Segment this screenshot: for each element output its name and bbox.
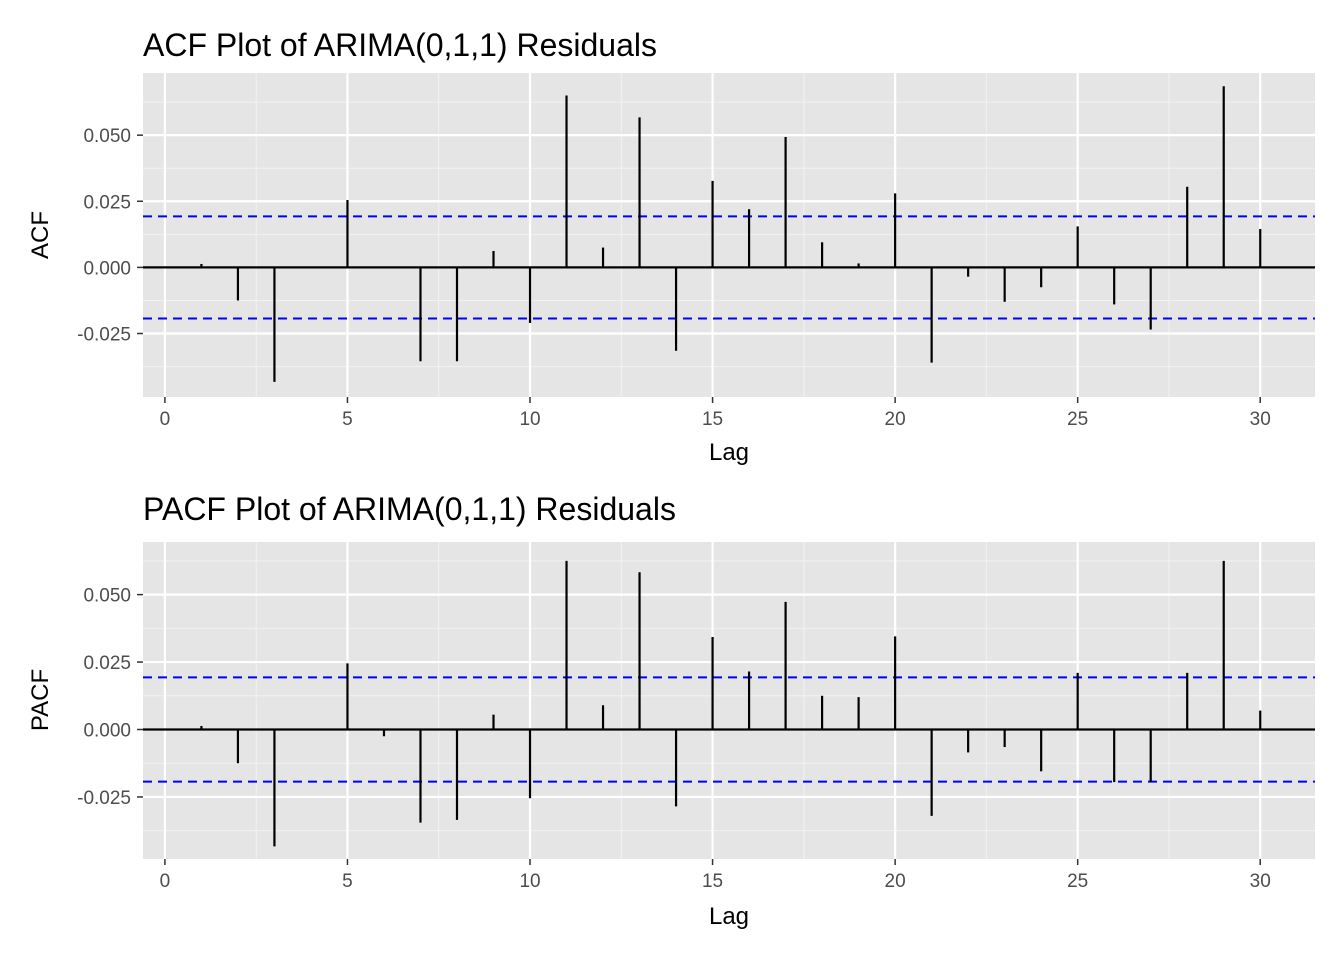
acf-chart-title: ACF Plot of ARIMA(0,1,1) Residuals <box>143 27 657 63</box>
acf-plot-background <box>143 73 1315 397</box>
pacf-y-tick-label: -0.025 <box>77 788 131 809</box>
pacf-y-axis-ticks: -0.025 0.000 0.025 0.050 <box>77 586 143 809</box>
pacf-panel: PACF Plot of ARIMA(0,1,1) Residuals 0 5 10… <box>27 491 1315 930</box>
acf-x-tick-label: 0 <box>160 409 171 430</box>
pacf-y-tick-label: 0.025 <box>83 653 131 674</box>
pacf-y-axis-title: PACF <box>27 669 54 731</box>
pacf-lag-bars <box>200 560 1262 847</box>
pacf-x-tick-label: 5 <box>342 871 353 892</box>
pacf-x-tick-label: 25 <box>1067 871 1088 892</box>
pacf-x-tick-label: 30 <box>1250 871 1271 892</box>
acf-y-tick-label: 0.050 <box>83 126 131 147</box>
acf-y-axis-title: ACF <box>27 211 54 259</box>
pacf-x-axis-ticks: 0 5 10 15 20 25 30 <box>160 859 1271 892</box>
acf-y-tick-label: -0.025 <box>77 325 131 346</box>
acf-x-tick-label: 10 <box>519 409 540 430</box>
acf-y-axis-ticks: -0.025 0.000 0.025 0.050 <box>77 126 143 346</box>
pacf-plot-background <box>143 542 1315 859</box>
pacf-x-tick-label: 10 <box>519 871 540 892</box>
acf-x-tick-label: 5 <box>342 409 353 430</box>
pacf-x-tick-label: 0 <box>160 871 171 892</box>
pacf-y-tick-label: 0.050 <box>83 586 131 607</box>
acf-x-axis-title: Lag <box>709 439 749 466</box>
acf-x-axis-ticks: 0 5 10 15 20 25 30 <box>160 397 1271 430</box>
acf-lag-bars <box>200 86 1262 382</box>
pacf-x-tick-label: 20 <box>885 871 906 892</box>
acf-x-tick-label: 15 <box>702 409 723 430</box>
pacf-y-tick-label: 0.000 <box>83 721 131 742</box>
acf-confidence-bounds <box>143 215 1315 320</box>
pacf-chart-title: PACF Plot of ARIMA(0,1,1) Residuals <box>143 491 676 527</box>
acf-y-tick-label: 0.000 <box>83 258 131 279</box>
acf-y-tick-label: 0.025 <box>83 192 131 213</box>
acf-panel: ACF Plot of ARIMA(0,1,1) Residuals 0 5 10 1… <box>27 27 1315 466</box>
acf-x-tick-label: 20 <box>885 409 906 430</box>
acf-x-tick-label: 25 <box>1067 409 1088 430</box>
pacf-x-tick-label: 15 <box>702 871 723 892</box>
pacf-confidence-bounds <box>143 676 1315 783</box>
acf-x-tick-label: 30 <box>1250 409 1271 430</box>
pacf-x-axis-title: Lag <box>709 903 749 930</box>
